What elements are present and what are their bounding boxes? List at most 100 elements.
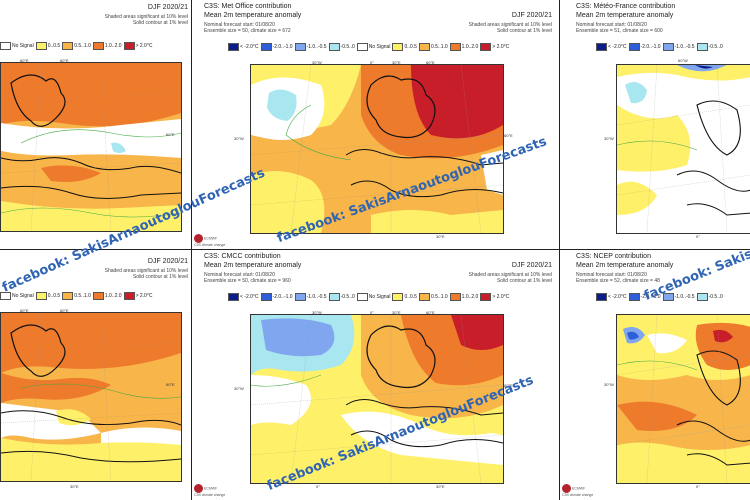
logo-icon: [194, 234, 203, 243]
legend-item: 0..0.5: [392, 293, 417, 301]
significance-note: Shaded areas significant at 10% level: [468, 22, 552, 28]
forecast-start: Nominal forecast start: 01/08/20: [204, 22, 275, 28]
lon-tick: 60°E: [166, 132, 175, 137]
lon-tick: 30°E: [392, 60, 401, 65]
map-graphic: [1, 63, 181, 231]
legend-item: < -2.0°C: [596, 293, 627, 301]
panel-top-middle: C3S: Met Office contribution Mean 2m tem…: [192, 0, 559, 249]
ecmwf-logo: ECMWF C3S climate change: [194, 484, 225, 497]
panel-bottom-middle: C3S: CMCC contribution Mean 2m temperatu…: [192, 250, 559, 500]
legend-item: -1.0..-0.5: [662, 43, 695, 51]
lon-tick: 30°E: [70, 484, 79, 489]
lon-tick: 60°E: [504, 133, 513, 138]
legend-item: < -2.0°C: [228, 293, 259, 301]
ecmwf-logo: ECMWF C3S climate change: [562, 484, 593, 497]
legend-item: No Signal: [356, 43, 390, 51]
map-graphic: [617, 65, 750, 233]
forecast-start: Nominal forecast start: 01/08/20: [576, 272, 647, 278]
legend-item: 0.5..1.0: [418, 293, 448, 301]
logo-icon: [562, 484, 571, 493]
legend-item: > 2.0°C: [480, 293, 509, 301]
color-legend: < -2.0°C -2.0..-1.0 -1.0..-0.5 -0.5..0 N…: [228, 293, 511, 301]
season-label: DJF 2020/21: [511, 12, 552, 19]
legend-item: > 2.0°C: [123, 42, 152, 50]
ensemble-info: Ensemble size = 50, climate size = 672: [204, 28, 291, 34]
lon-tick: 60°E: [20, 58, 29, 63]
legend-item: 0..0.5: [392, 43, 417, 51]
map-graphic: [617, 315, 750, 483]
panel-top-left: DJF 2020/21 Shaded areas significant at …: [0, 0, 191, 249]
logo-icon: [194, 484, 203, 493]
legend-item: -0.5..0: [696, 43, 723, 51]
panel-title: C3S: NCEP contribution: [576, 253, 651, 260]
legend-item: 1.0..2.0: [92, 42, 122, 50]
lon-tick: 60°E: [426, 310, 435, 315]
legend-item: -1.0..-0.5: [662, 293, 695, 301]
lon-tick: 60°W: [678, 58, 688, 63]
legend-item: < -2.0°C: [228, 43, 259, 51]
contour-note: Solid contour at 1% level: [496, 278, 552, 284]
lon-tick: 30°W: [312, 310, 322, 315]
legend-item: 1.0..2.0: [92, 292, 122, 300]
significance-note: Shaded areas significant at 10% level: [104, 14, 188, 20]
map-graphic: [251, 65, 503, 233]
lon-tick: 60°E: [60, 308, 69, 313]
legend-item: -1.0..-0.5: [294, 293, 327, 301]
legend-item: -0.5..0: [328, 293, 355, 301]
legend-item: 0.5..1.0: [62, 42, 91, 50]
horizontal-divider: [0, 249, 750, 250]
anomaly-map: [250, 64, 504, 234]
season-label: DJF 2020/21: [511, 262, 552, 269]
legend-item: 1.0..2.0: [449, 293, 478, 301]
ensemble-info: Ensemble size = 50, climate size = 960: [204, 278, 291, 284]
lon-tick: 30°E: [392, 310, 401, 315]
panel-top-right: C3S: Météo-France contribution Mean 2m t…: [560, 0, 750, 249]
legend-item: > 2.0°C: [480, 43, 509, 51]
legend-item: -2.0..-1.0: [260, 293, 293, 301]
anomaly-map: [616, 64, 750, 234]
panel-bottom-left: DJF 2020/21 Shaded areas significant at …: [0, 250, 191, 500]
lon-tick: 60°E: [504, 383, 513, 388]
lon-tick: 0°: [370, 60, 374, 65]
contour-note: Solid contour at 1% level: [132, 274, 188, 280]
lon-tick: 0°: [316, 484, 320, 489]
legend-item: > 2.0°C: [123, 292, 152, 300]
anomaly-map: [0, 312, 182, 482]
lon-tick: 60°E: [60, 58, 69, 63]
legend-item: -1.0..-0.5: [294, 43, 327, 51]
legend-item: No Signal: [0, 42, 34, 50]
lon-tick: 30°W: [604, 136, 614, 141]
lon-tick: 30°W: [604, 382, 614, 387]
season-label: DJF 2020/21: [147, 258, 188, 265]
map-graphic: [251, 315, 503, 483]
anomaly-map: [616, 314, 750, 484]
legend-item: 0..0.5: [35, 292, 60, 300]
ensemble-info: Ensemble size = 51, climate size = 600: [576, 28, 663, 34]
panel-subtitle: Mean 2m temperature anomaly: [576, 262, 674, 269]
panel-subtitle: Mean 2m temperature anomaly: [204, 262, 302, 269]
forecast-start: Nominal forecast start: 01/08/20: [576, 22, 647, 28]
legend-item: -0.5..0: [328, 43, 355, 51]
lon-tick: 0°: [696, 234, 700, 239]
lon-tick: 30°E: [436, 234, 445, 239]
lon-tick: 0°: [696, 484, 700, 489]
vertical-divider-right: [559, 0, 560, 500]
lon-tick: 30°E: [436, 484, 445, 489]
color-legend: < -2.0°C -2.0..-1.0 -1.0..-0.5 -0.5..0 N…: [228, 43, 511, 51]
anomaly-map: [0, 62, 182, 232]
color-legend: < -2.0°C -2.0..-1.0 -1.0..-0.5 -0.5..0: [596, 293, 725, 301]
significance-note: Shaded areas significant at 10% level: [468, 272, 552, 278]
lon-tick: 60°E: [20, 308, 29, 313]
legend-item: -2.0..-1.0: [260, 43, 293, 51]
color-legend: No Signal 0..0.5 0.5..1.0 1.0..2.0 > 2.0…: [0, 292, 154, 300]
color-legend: < -2.0°C -2.0..-1.0 -1.0..-0.5 -0.5..0: [596, 43, 725, 51]
panel-title: C3S: Météo-France contribution: [576, 3, 676, 10]
lon-tick: 30°W: [234, 136, 244, 141]
color-legend: No Signal 0..0.5 0.5..1.0 1.0..2.0 > 2.0…: [0, 42, 154, 50]
ensemble-info: Ensemble size = 52, climate size = 48: [576, 278, 660, 284]
vertical-divider-left: [191, 0, 192, 500]
significance-note: Shaded areas significant at 10% level: [104, 268, 188, 274]
lon-tick: 60°E: [166, 382, 175, 387]
panel-bottom-right: C3S: NCEP contribution Mean 2m temperatu…: [560, 250, 750, 500]
lon-tick: 60°E: [426, 60, 435, 65]
